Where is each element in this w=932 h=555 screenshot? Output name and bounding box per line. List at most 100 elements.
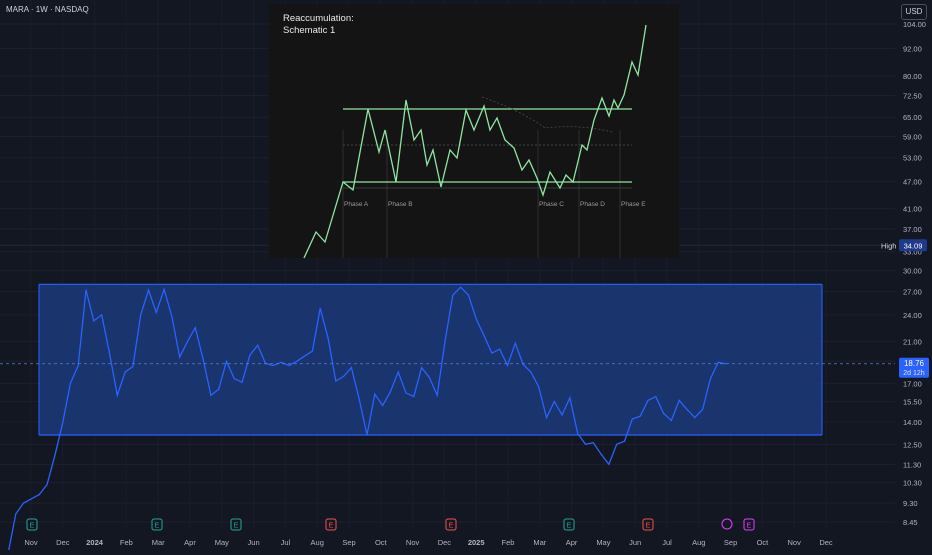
price-point [132, 365, 134, 368]
y-tick-label: 41.00 [903, 205, 922, 214]
price-point [506, 364, 509, 367]
y-tick-label: 24.00 [903, 311, 922, 320]
price-point [436, 394, 438, 396]
x-tick-label: Aug [692, 538, 705, 547]
price-point [69, 382, 72, 384]
price-point [577, 432, 579, 435]
price-point [545, 417, 548, 419]
phase-label: Phase B [388, 201, 413, 208]
earnings-marker-label: E [646, 523, 651, 530]
price-point [101, 314, 103, 316]
price-point [272, 364, 274, 367]
price-point [280, 361, 282, 363]
x-tick-label: Dec [819, 538, 833, 547]
earnings-marker [743, 518, 755, 531]
earnings-marker [26, 518, 38, 531]
price-point [62, 422, 64, 424]
schematic-price-path [303, 24, 647, 259]
phase-label: Phase C [539, 201, 564, 208]
x-tick-label: Jun [248, 538, 260, 547]
earnings-marker-label: E [234, 523, 239, 530]
price-point [413, 395, 415, 398]
price-tag-countdown: 2d 12h [903, 370, 925, 377]
y-tick-label: 47.00 [903, 178, 922, 187]
inset-title-line1: Reaccumulation: [283, 13, 354, 24]
x-tick-label: May [215, 538, 229, 547]
price-point [335, 380, 337, 382]
price-point [171, 315, 173, 318]
symbol-title: MARA · 1W · NASDAQ [6, 5, 89, 14]
x-tick-label: Mar [533, 538, 546, 547]
y-tick-label: 30.00 [903, 267, 922, 276]
x-tick-label: Nov [788, 538, 802, 547]
price-point [569, 397, 571, 399]
price-point [249, 354, 251, 356]
x-tick-label: Sep [342, 538, 355, 547]
price-point [397, 371, 399, 373]
phase-label: Phase A [344, 201, 369, 208]
x-tick-label: Nov [406, 538, 420, 547]
price-point [467, 294, 470, 296]
price-point [694, 417, 696, 419]
price-point [475, 318, 477, 320]
y-tick-label: 9.30 [903, 499, 918, 508]
dividend-marker-icon [721, 518, 733, 530]
price-point [631, 418, 633, 420]
price-point [210, 394, 212, 396]
price-point [530, 371, 532, 373]
price-point [686, 408, 688, 411]
high-value: 34.09 [904, 241, 923, 250]
earnings-marker-label: E [567, 523, 572, 530]
x-tick-label: May [596, 538, 610, 547]
price-point [23, 502, 25, 504]
price-point [15, 513, 17, 515]
price-point [225, 360, 228, 362]
x-tick-label: Nov [24, 538, 38, 547]
price-point [452, 294, 454, 296]
high-label: High [881, 241, 896, 250]
y-tick-label: 12.50 [903, 440, 922, 449]
earnings-marker-label: E [329, 523, 334, 530]
price-point [553, 401, 555, 403]
price-point [38, 494, 40, 496]
price-point [311, 350, 313, 352]
price-point [623, 440, 626, 442]
price-point [163, 288, 165, 290]
reaccumulation-schematic-inset: Reaccumulation:Schematic 1 Phase A Phase B… [269, 4, 679, 259]
earnings-marker-label: E [747, 523, 752, 530]
price-point [655, 395, 657, 398]
y-tick-label: 92.00 [903, 44, 922, 53]
phase-label: Phase D [580, 201, 605, 208]
price-point [85, 289, 87, 291]
phase-label: Phase E [621, 201, 646, 208]
x-tick-label: Feb [502, 538, 515, 547]
y-tick-label: 15.50 [903, 398, 922, 407]
earnings-marker [642, 518, 654, 531]
price-point [491, 352, 493, 354]
consolidation-box [39, 284, 822, 436]
price-point [421, 367, 423, 369]
price-point [124, 371, 126, 373]
y-tick-label: 21.00 [903, 337, 922, 346]
price-point [483, 335, 485, 337]
price-point [202, 358, 204, 360]
price-point [600, 453, 602, 455]
price-point [350, 367, 352, 369]
price-point [342, 375, 345, 378]
x-tick-label: Jul [281, 538, 291, 547]
x-tick-label: Sep [724, 538, 737, 547]
price-point [514, 342, 516, 344]
price-point [538, 386, 540, 388]
price-point [147, 289, 150, 291]
price-point [592, 442, 594, 444]
price-point [296, 360, 298, 362]
price-tag-value: 18.76 [904, 359, 925, 368]
earnings-marker [563, 518, 575, 531]
earnings-marker [151, 518, 163, 531]
y-tick-label: 17.00 [903, 379, 922, 388]
currency-button[interactable]: USD [901, 4, 927, 20]
high-tag [899, 239, 927, 252]
y-tick-label: 65.00 [903, 113, 922, 122]
